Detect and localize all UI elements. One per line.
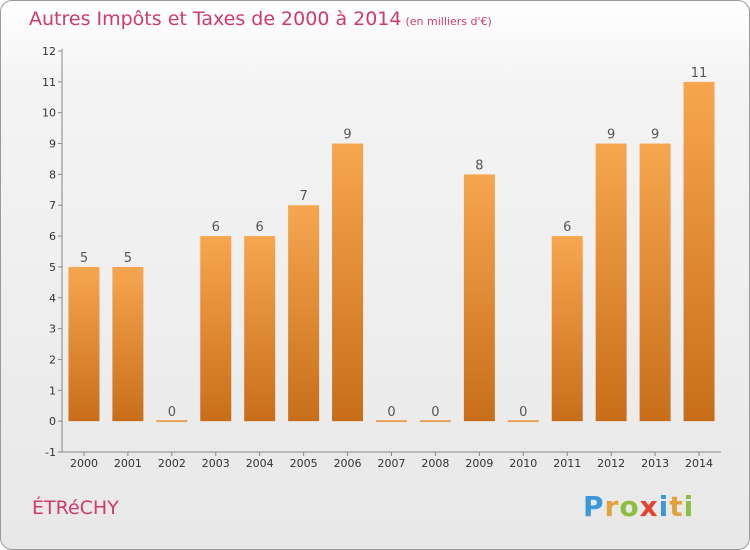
y-tick-label: 7 xyxy=(49,199,56,212)
bar xyxy=(551,236,583,422)
x-tick-label: 2002 xyxy=(158,457,186,470)
chart-title: Autres Impôts et Taxes de 2000 à 2014 (en… xyxy=(29,8,492,30)
proxiti-logo: Proxiti xyxy=(583,490,694,523)
data-label: 7 xyxy=(299,189,307,204)
chart-unit: (en milliers d'€) xyxy=(405,15,492,28)
data-label: 8 xyxy=(475,158,483,173)
data-label: 0 xyxy=(431,405,439,420)
y-tick-label: 4 xyxy=(49,292,56,305)
data-label: 6 xyxy=(256,220,264,235)
data-label: 6 xyxy=(212,220,220,235)
bar xyxy=(332,143,364,422)
y-tick-label: 1 xyxy=(49,384,56,397)
logo-letter: r xyxy=(604,490,620,523)
x-tick-label: 2012 xyxy=(597,457,625,470)
commune-name: ÉTRéCHY xyxy=(32,497,119,519)
y-tick-label: 11 xyxy=(42,76,56,89)
x-tick-label: 2001 xyxy=(114,457,142,470)
bar xyxy=(200,236,232,422)
bar xyxy=(288,205,320,422)
y-tick-label: 9 xyxy=(49,138,56,151)
logo-letter: i xyxy=(658,490,670,523)
bar xyxy=(244,236,276,422)
logo-letter: x xyxy=(639,490,659,523)
x-tick-label: 2004 xyxy=(246,457,274,470)
x-tick-label: 2000 xyxy=(70,457,98,470)
data-label: 0 xyxy=(168,405,176,420)
x-tick-label: 2013 xyxy=(641,457,669,470)
logo-letter: i xyxy=(683,490,695,523)
x-tick-label: 2003 xyxy=(202,457,230,470)
x-tick-label: 2008 xyxy=(421,457,449,470)
x-tick-label: 2007 xyxy=(378,457,406,470)
x-tick-label: 2010 xyxy=(509,457,537,470)
x-tick-label: 2009 xyxy=(465,457,493,470)
bar xyxy=(639,143,671,422)
data-label: 5 xyxy=(124,251,132,266)
bar xyxy=(595,143,627,422)
x-tick-label: 2005 xyxy=(290,457,318,470)
data-label: 9 xyxy=(607,128,615,143)
y-tick-label: -1 xyxy=(45,446,56,459)
y-tick-label: 8 xyxy=(49,168,56,181)
x-tick-label: 2014 xyxy=(685,457,713,470)
bar xyxy=(68,266,100,422)
y-tick-label: 2 xyxy=(49,353,56,366)
logo-letter: t xyxy=(669,490,684,523)
x-tick-label: 2006 xyxy=(334,457,362,470)
y-tick-label: 3 xyxy=(49,323,56,336)
bar xyxy=(683,81,715,422)
logo-letter: o xyxy=(619,490,640,523)
y-tick-label: 0 xyxy=(49,415,56,428)
data-label: 9 xyxy=(343,128,351,143)
data-label: 6 xyxy=(563,220,571,235)
data-label: 9 xyxy=(651,128,659,143)
y-tick-label: 12 xyxy=(42,45,56,58)
y-tick-label: 10 xyxy=(42,107,56,120)
data-label: 0 xyxy=(519,405,527,420)
data-label: 0 xyxy=(387,405,395,420)
bar xyxy=(112,266,144,422)
bar xyxy=(463,174,495,422)
y-tick-label: 6 xyxy=(49,230,56,243)
x-tick-label: 2011 xyxy=(553,457,581,470)
logo-letter: P xyxy=(583,490,605,523)
y-tick-label: 5 xyxy=(49,261,56,274)
data-label: 11 xyxy=(691,66,708,81)
data-label: 5 xyxy=(80,251,88,266)
